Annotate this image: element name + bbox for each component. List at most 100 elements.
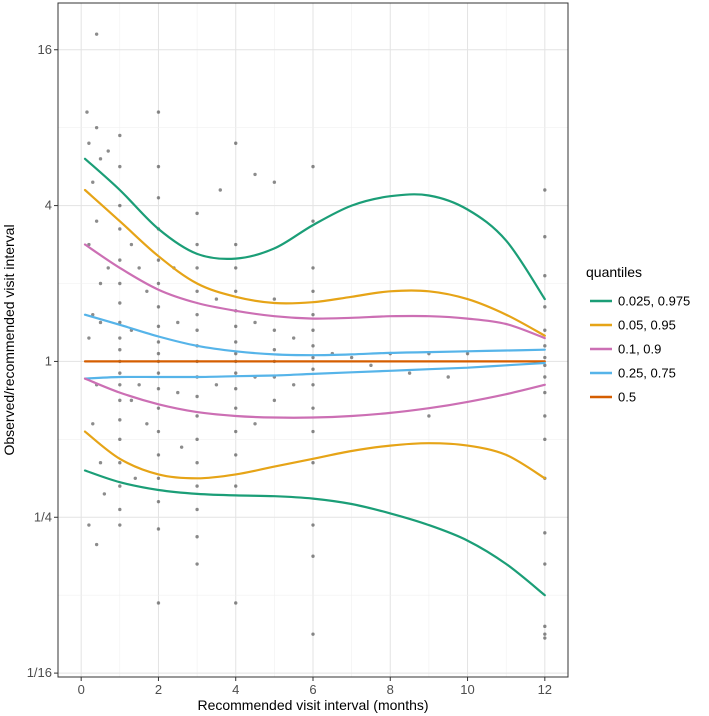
data-point bbox=[543, 328, 547, 332]
data-point bbox=[253, 172, 257, 177]
data-point bbox=[311, 328, 315, 332]
data-point bbox=[118, 418, 122, 422]
data-point bbox=[195, 461, 199, 465]
data-point bbox=[98, 157, 103, 161]
data-point bbox=[118, 523, 122, 527]
data-point bbox=[369, 363, 373, 368]
data-point bbox=[272, 180, 277, 184]
data-point bbox=[465, 351, 470, 356]
data-point bbox=[234, 266, 238, 270]
data-point bbox=[311, 219, 315, 223]
quantile-line-0-025 bbox=[83, 469, 546, 597]
x-tick-label: 2 bbox=[155, 682, 162, 697]
data-point bbox=[94, 32, 99, 36]
data-point bbox=[156, 406, 161, 410]
data-point bbox=[291, 383, 296, 387]
quantile-line-0-9 bbox=[83, 243, 546, 340]
data-point bbox=[195, 266, 199, 270]
data-point bbox=[234, 386, 238, 391]
data-point bbox=[87, 523, 91, 527]
data-point bbox=[156, 527, 161, 531]
legend-label: 0.025, 0.975 bbox=[618, 294, 690, 309]
data-point bbox=[98, 461, 103, 465]
data-point bbox=[91, 422, 95, 426]
data-point bbox=[543, 624, 547, 629]
data-point bbox=[543, 437, 547, 442]
data-point bbox=[543, 235, 547, 239]
data-point bbox=[94, 542, 99, 547]
data-point bbox=[234, 406, 238, 410]
data-point bbox=[195, 414, 199, 418]
y-axis-title: Observed/recommended visit interval bbox=[1, 224, 17, 455]
y-tick-label: 4 bbox=[45, 198, 52, 213]
grid bbox=[58, 3, 568, 677]
data-point bbox=[407, 371, 412, 375]
quantile-lines bbox=[83, 157, 546, 597]
data-point bbox=[137, 266, 141, 270]
data-point bbox=[214, 297, 219, 301]
data-point bbox=[106, 266, 110, 270]
data-point bbox=[195, 328, 199, 332]
data-point bbox=[195, 312, 199, 317]
data-point bbox=[543, 375, 547, 379]
data-point bbox=[311, 289, 315, 294]
data-point bbox=[156, 601, 161, 605]
data-point bbox=[543, 363, 547, 368]
data-point bbox=[156, 340, 161, 344]
data-point bbox=[118, 227, 122, 231]
data-point bbox=[349, 355, 354, 360]
data-point bbox=[195, 242, 199, 247]
legend-label: 0.05, 0.95 bbox=[618, 318, 676, 333]
data-point bbox=[85, 110, 89, 114]
data-point bbox=[129, 398, 134, 403]
x-tick-label: 4 bbox=[232, 682, 239, 697]
data-point bbox=[98, 281, 103, 286]
data-point bbox=[272, 348, 277, 352]
data-point bbox=[195, 507, 199, 512]
data-point bbox=[156, 164, 161, 169]
data-point bbox=[91, 312, 95, 317]
data-point bbox=[234, 324, 238, 329]
data-point bbox=[195, 562, 199, 566]
data-point bbox=[253, 320, 257, 325]
quantile-line-0-95 bbox=[83, 188, 546, 337]
data-point bbox=[102, 492, 107, 496]
data-point bbox=[129, 242, 134, 247]
data-point bbox=[156, 429, 161, 434]
data-point bbox=[291, 336, 296, 340]
data-point bbox=[195, 437, 199, 442]
data-point bbox=[133, 476, 137, 481]
data-point bbox=[118, 437, 122, 442]
data-point bbox=[94, 219, 99, 223]
quantile-line-0-25 bbox=[83, 361, 546, 380]
data-point bbox=[311, 461, 315, 465]
data-point bbox=[543, 274, 547, 278]
x-tick-label: 0 bbox=[78, 682, 85, 697]
data-point bbox=[234, 601, 238, 605]
data-point bbox=[214, 383, 219, 387]
data-point bbox=[311, 367, 315, 371]
data-point bbox=[156, 110, 161, 114]
data-point bbox=[118, 383, 122, 387]
data-point bbox=[156, 499, 161, 504]
data-point bbox=[427, 414, 431, 418]
data-point bbox=[118, 133, 122, 138]
data-point bbox=[311, 406, 315, 410]
data-point bbox=[543, 562, 547, 566]
data-point bbox=[156, 351, 161, 356]
data-point bbox=[118, 320, 122, 325]
data-point bbox=[106, 149, 110, 153]
data-point bbox=[234, 453, 238, 457]
data-point bbox=[234, 429, 238, 434]
data-point bbox=[156, 476, 161, 481]
data-point bbox=[156, 258, 161, 262]
data-point bbox=[234, 242, 238, 247]
data-point bbox=[234, 371, 238, 375]
data-point bbox=[218, 188, 222, 192]
quantile-line-0-975 bbox=[83, 157, 546, 301]
data-point bbox=[311, 164, 315, 169]
data-point bbox=[195, 289, 199, 294]
legend: quantiles 0.025, 0.975 0.05, 0.95 0.1, 0.9… bbox=[586, 264, 690, 405]
data-point bbox=[311, 554, 315, 558]
